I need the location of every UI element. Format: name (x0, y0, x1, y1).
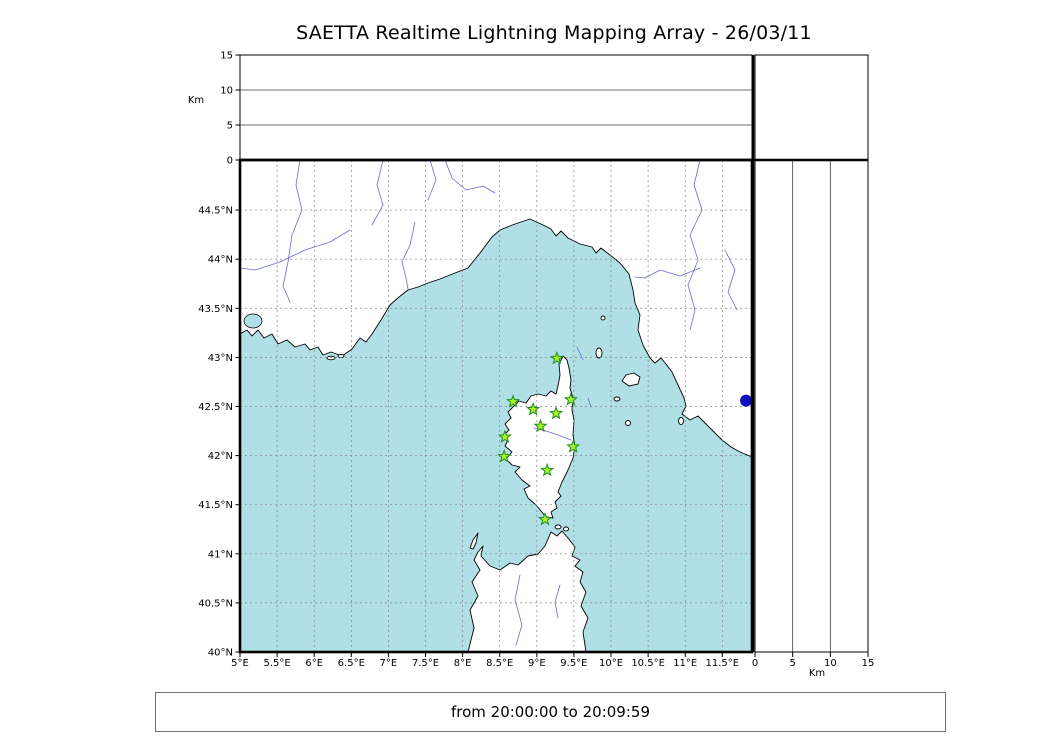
coastline-corsica (502, 355, 576, 519)
small-islands (326, 315, 684, 550)
lon-tick-label: 11.5°E (706, 658, 740, 669)
chart-title: SAETTA Realtime Lightning Mapping Array … (296, 22, 812, 44)
lon-tick-label: 8.5°E (486, 658, 513, 669)
lat-tick-label: 40°N (208, 648, 233, 659)
alt-tick-label-top: 0 (227, 156, 233, 167)
station-star-marker (540, 462, 555, 477)
alt-tick-label-right: 0 (752, 658, 758, 669)
coastline-sardinia (467, 530, 589, 652)
lon-tick-label: 8°E (454, 658, 472, 669)
map-geometry (240, 160, 752, 652)
station-star-marker (566, 439, 581, 453)
alt-tick-label-right: 10 (824, 658, 837, 669)
corner-panel (754, 54, 869, 161)
station-star-marker (549, 406, 564, 420)
lat-tick-label: 40.5°N (198, 598, 233, 609)
island-montecristo (625, 420, 631, 426)
lon-tick-label: 6°E (305, 658, 323, 669)
lat-tick-label: 43.5°N (198, 304, 233, 315)
alt-tick-label-top: 15 (220, 51, 233, 62)
island-giglio (678, 417, 684, 425)
lon-tick-label: 11°E (673, 658, 697, 669)
axis-label-layer: 5°E 5.5°E 6°E 6.5°E 7°E 7.5°E 8°E 8.5°E 9°E 9.5°E… (198, 51, 874, 670)
lat-tick-label: 43°N (208, 353, 233, 364)
lon-tick-label: 9°E (528, 658, 546, 669)
lat-tick-label: 42.5°N (198, 402, 233, 413)
island-gorgona (600, 315, 606, 321)
alt-tick-label-right: 5 (789, 658, 795, 669)
etang-de-berre-lagoon (243, 313, 263, 329)
island-porquerolles (326, 355, 336, 361)
island-asinara (469, 532, 479, 550)
lon-tick-label: 6.5°E (338, 658, 365, 669)
alt-tick-label-right: 15 (862, 658, 875, 669)
lat-tick-label: 41.5°N (198, 500, 233, 511)
lon-tick-label: 10°E (599, 658, 623, 669)
station-marker-layer (497, 350, 753, 526)
station-star-marker (497, 429, 512, 443)
lon-tick-label: 5.5°E (263, 658, 290, 669)
station-star-marker (537, 511, 553, 526)
altitude-axis-label-bottom: Km (809, 668, 825, 679)
offshore-circle-marker (740, 394, 753, 407)
lat-tick-label: 44°N (208, 255, 233, 266)
station-star-marker (526, 401, 541, 416)
station-star-marker (549, 350, 564, 365)
lon-tick-label: 10.5°E (631, 658, 665, 669)
time-range-box: from 20:00:00 to 20:09:59 (155, 692, 946, 732)
island-pianosa (613, 396, 621, 402)
altitude-top-panel (239, 54, 753, 161)
lat-tick-label: 41°N (208, 549, 233, 560)
station-star-marker (497, 449, 512, 463)
alt-tick-label-top: 10 (220, 86, 233, 97)
station-star-marker (506, 394, 521, 408)
island-maddalena (554, 524, 562, 530)
lon-tick-label: 5°E (231, 658, 249, 669)
alt-tick-label-top: 5 (227, 121, 233, 132)
station-star-marker (563, 392, 579, 406)
island-elba (621, 372, 641, 387)
lon-tick-label: 7°E (380, 658, 398, 669)
altitude-axis-label-left: Km (188, 95, 204, 106)
island-caprera (563, 526, 569, 532)
lat-tick-label: 44.5°N (198, 206, 233, 217)
altitude-right-panel (754, 159, 869, 653)
lon-tick-label: 9.5°E (560, 658, 587, 669)
time-range-text: from 20:00:00 to 20:09:59 (450, 703, 650, 721)
lon-tick-label: 7.5°E (412, 658, 439, 669)
lat-tick-label: 42°N (208, 451, 233, 462)
island-capraia (595, 347, 603, 359)
rivers (240, 160, 738, 646)
station-star-marker (533, 418, 548, 433)
